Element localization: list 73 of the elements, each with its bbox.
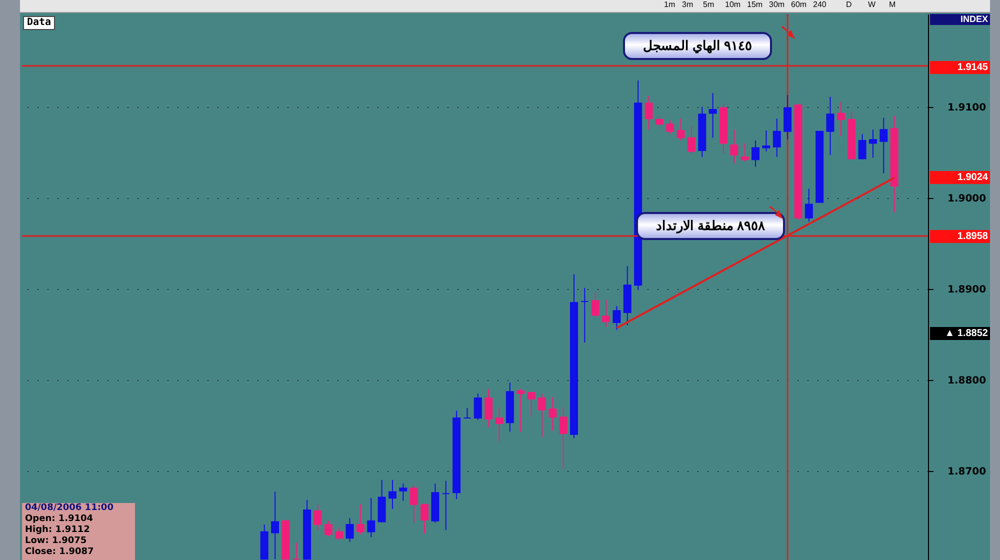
text: 04/08/2006 11:00 xyxy=(24,503,114,514)
y-tick-label: 1.8700 xyxy=(948,466,986,478)
text: INDEX xyxy=(930,14,990,25)
candlestick xyxy=(474,392,482,420)
text: Close: 1.9087 xyxy=(24,547,95,558)
candlestick xyxy=(752,140,760,168)
text: 5m xyxy=(703,0,714,10)
candlestick xyxy=(730,129,738,164)
candlestick xyxy=(388,479,396,510)
candlestick xyxy=(548,396,557,432)
candlestick xyxy=(538,392,546,438)
candlestick xyxy=(356,504,364,536)
candlestick xyxy=(527,391,536,418)
y-tick-label: 1.8800 xyxy=(948,375,986,386)
candlestick xyxy=(335,526,344,540)
candlestick xyxy=(655,116,664,126)
ref-line-label: ٩١٤٥ الهاي المسجل xyxy=(622,32,772,60)
text: 60m xyxy=(791,0,807,10)
candlestick xyxy=(880,117,888,174)
candlestick xyxy=(826,96,834,156)
candlestick xyxy=(484,388,493,428)
candlestick xyxy=(399,483,408,502)
candlestick xyxy=(314,504,322,530)
candlestick xyxy=(463,408,472,419)
candlestick xyxy=(836,102,845,136)
y-tick-label: 1.9100 xyxy=(948,102,986,114)
candlestick xyxy=(442,480,450,530)
candlestick xyxy=(740,142,749,162)
candlestick xyxy=(602,299,610,328)
text: ▲ 1.8852 xyxy=(930,327,990,340)
candlestick xyxy=(580,287,589,344)
ref-line-label: ٨٩٥٨ منطقة الارتداد xyxy=(636,212,785,240)
candlestick xyxy=(516,388,525,432)
candlestick xyxy=(687,125,696,155)
text: M xyxy=(889,0,896,10)
text: Data xyxy=(23,16,56,30)
candlestick xyxy=(292,542,300,560)
candlestick xyxy=(644,95,653,130)
text: D xyxy=(846,0,852,10)
candlestick xyxy=(591,292,600,318)
text: Open: 1.9104 xyxy=(24,514,94,525)
y-tick-label: 1.9000 xyxy=(948,193,986,204)
candlestick xyxy=(868,129,877,158)
candlestick xyxy=(804,188,813,222)
candlestick xyxy=(495,406,504,442)
text: 1.9024 xyxy=(930,171,990,184)
candlestick xyxy=(420,503,429,534)
text: 15m xyxy=(747,0,763,10)
text: 10m xyxy=(725,0,741,10)
candlestick xyxy=(708,92,717,138)
candlestick xyxy=(784,94,792,140)
candlestick xyxy=(324,520,332,537)
candlestick xyxy=(762,130,770,152)
candlestick xyxy=(858,134,866,160)
candlestick xyxy=(676,118,685,141)
text: 3m xyxy=(682,0,694,10)
candlestick xyxy=(772,118,781,158)
text: W xyxy=(868,0,876,10)
y-tick-label: 1.8900 xyxy=(948,284,986,296)
candlestick xyxy=(559,406,568,470)
text: 30m xyxy=(769,0,785,10)
text: 1m xyxy=(664,0,676,10)
candlestick xyxy=(410,484,418,524)
candlestick xyxy=(666,120,674,135)
candlestick xyxy=(346,518,354,542)
candlestick xyxy=(367,498,376,538)
candlestick xyxy=(612,306,621,330)
text: 240 xyxy=(813,0,826,10)
text: High: 1.9112 xyxy=(24,525,91,536)
text: 1.9145 xyxy=(930,61,990,74)
text: Low: 1.9075 xyxy=(24,536,88,547)
text: 1.8958 xyxy=(930,230,990,243)
candlestick xyxy=(271,491,280,560)
